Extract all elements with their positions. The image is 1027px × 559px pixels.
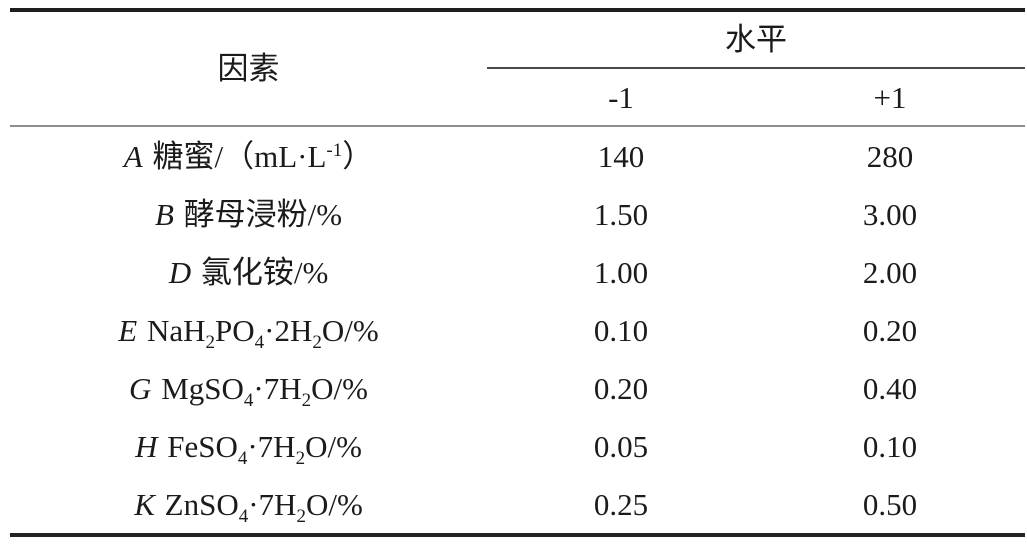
factor-text: NaH — [139, 312, 206, 348]
table-row: G MgSO4·7H2O/% 0.20 0.40 — [10, 359, 1025, 417]
factor-text: O/% — [305, 486, 363, 522]
factor-code: E — [118, 312, 138, 348]
factors-levels-table: 因素 水平 -1 +1 A 糖蜜/（mL·L-1） 140 280 B 酵母浸粉/% 1… — [10, 8, 1025, 537]
factor-text: O/% — [305, 428, 362, 464]
factor-label: E NaH2PO4·2H2O/% — [10, 301, 487, 359]
header-row-sublevels: -1 +1 — [10, 68, 1025, 127]
factor-code: D — [168, 254, 192, 290]
column-header-level: 水平 — [487, 10, 1025, 69]
factor-text: 2 — [312, 331, 322, 353]
factor-code: K — [134, 486, 155, 522]
factor-label: H FeSO4·7H2O/% — [10, 417, 487, 475]
factor-text: ·7H — [248, 486, 297, 522]
low-level-value: 0.10 — [593, 312, 649, 348]
high-level-value: 0.40 — [862, 370, 918, 406]
column-header-low-level: -1 — [487, 68, 755, 127]
low-level-value: 0.25 — [593, 486, 649, 522]
factor-text: 酵母浸粉/% — [175, 196, 343, 232]
factor-text: 2 — [295, 447, 306, 469]
high-level-value: 0.10 — [862, 428, 918, 464]
table-body: A 糖蜜/（mL·L-1） 140 280 B 酵母浸粉/% 1.50 3.00 D 氯化铵… — [10, 126, 1025, 535]
factor-text: FeSO — [159, 428, 238, 464]
column-header-factor: 因素 — [10, 10, 487, 127]
factor-text: 氯化铵/% — [193, 254, 329, 290]
factor-code: G — [129, 370, 152, 406]
factor-label: A 糖蜜/（mL·L-1） — [10, 126, 487, 185]
factor-label: G MgSO4·7H2O/% — [10, 359, 487, 417]
factor-text: ·7H — [247, 428, 296, 464]
factor-text: ） — [342, 138, 374, 174]
factor-label: D 氯化铵/% — [10, 243, 487, 301]
low-level-value: 1.50 — [593, 196, 649, 232]
table-header: 因素 水平 -1 +1 — [10, 10, 1025, 127]
table-row: B 酵母浸粉/% 1.50 3.00 — [10, 185, 1025, 243]
factor-code: B — [154, 196, 174, 232]
factor-text: 2 — [296, 505, 306, 527]
factor-text: O/% — [321, 312, 379, 348]
table-row: E NaH2PO4·2H2O/% 0.10 0.20 — [10, 301, 1025, 359]
factor-label: B 酵母浸粉/% — [10, 185, 487, 243]
factor-code: H — [135, 428, 158, 464]
factor-text: 4 — [243, 389, 254, 411]
low-level-value: 140 — [597, 138, 645, 174]
factor-text: -1 — [326, 139, 343, 161]
factor-text: PO — [215, 312, 255, 348]
factor-text: 4 — [238, 505, 249, 527]
table-row: D 氯化铵/% 1.00 2.00 — [10, 243, 1025, 301]
factor-text: ·2H — [264, 312, 313, 348]
factor-text: O/% — [311, 370, 368, 406]
high-level-value: 280 — [866, 138, 914, 174]
high-level-value: 2.00 — [862, 254, 918, 290]
high-level-value: 0.20 — [862, 312, 918, 348]
factor-text: 4 — [237, 447, 248, 469]
low-level-value: 0.20 — [593, 370, 649, 406]
factor-label: K ZnSO4·7H2O/% — [10, 475, 487, 535]
low-level-value: 0.05 — [593, 428, 649, 464]
table-row: A 糖蜜/（mL·L-1） 140 280 — [10, 126, 1025, 185]
factor-text: 4 — [254, 331, 265, 353]
factor-text: ·7H — [253, 370, 302, 406]
factor-text: ZnSO — [156, 486, 239, 522]
factor-text: 2 — [205, 331, 216, 353]
header-row-level: 因素 水平 — [10, 10, 1025, 127]
low-level-value: 1.00 — [593, 254, 649, 290]
factor-text: 糖蜜/（mL·L — [144, 138, 327, 174]
table-row: H FeSO4·7H2O/% 0.05 0.10 — [10, 417, 1025, 475]
high-level-value: 3.00 — [862, 196, 918, 232]
factor-code: A — [123, 138, 143, 174]
factor-text: MgSO — [153, 370, 244, 406]
factor-text: 2 — [301, 389, 312, 411]
high-level-value: 0.50 — [862, 486, 918, 522]
column-header-high-level: +1 — [755, 68, 1025, 127]
table-row: K ZnSO4·7H2O/% 0.25 0.50 — [10, 475, 1025, 535]
